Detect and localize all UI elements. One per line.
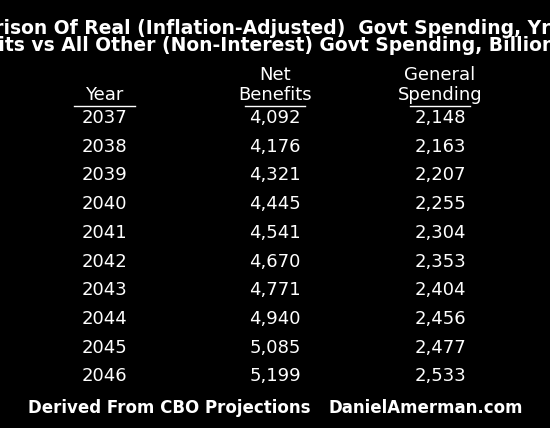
Text: 4,771: 4,771: [249, 281, 301, 299]
Text: General: General: [404, 66, 476, 84]
Text: Benefits vs All Other (Non-Interest) Govt Spending, Billions of $: Benefits vs All Other (Non-Interest) Gov…: [0, 36, 550, 55]
Text: Year: Year: [85, 86, 124, 104]
Text: 2,148: 2,148: [414, 109, 466, 127]
Text: Derived From CBO Projections: Derived From CBO Projections: [28, 399, 310, 417]
Text: 5,085: 5,085: [249, 339, 301, 357]
Text: 4,670: 4,670: [249, 253, 301, 270]
Text: 2,533: 2,533: [414, 367, 466, 385]
Text: 4,176: 4,176: [249, 138, 301, 156]
Text: 2,404: 2,404: [414, 281, 466, 299]
Text: 4,321: 4,321: [249, 166, 301, 184]
Text: 2,163: 2,163: [414, 138, 466, 156]
Text: 4,541: 4,541: [249, 224, 301, 242]
Text: 2,353: 2,353: [414, 253, 466, 270]
Text: 2041: 2041: [82, 224, 127, 242]
Text: 4,940: 4,940: [249, 310, 301, 328]
Text: 2043: 2043: [81, 281, 128, 299]
Text: 2037: 2037: [81, 109, 128, 127]
Text: Spending: Spending: [398, 86, 482, 104]
Text: 2038: 2038: [82, 138, 127, 156]
Text: Benefits: Benefits: [238, 86, 312, 104]
Text: 2,304: 2,304: [414, 224, 466, 242]
Text: 2042: 2042: [81, 253, 128, 270]
Text: Net: Net: [259, 66, 291, 84]
Text: 2039: 2039: [81, 166, 128, 184]
Text: 4,092: 4,092: [249, 109, 301, 127]
Text: 2045: 2045: [81, 339, 128, 357]
Text: 2046: 2046: [82, 367, 127, 385]
Text: 2,456: 2,456: [414, 310, 466, 328]
Text: 2040: 2040: [82, 195, 127, 213]
Text: 5,199: 5,199: [249, 367, 301, 385]
Text: Comparison Of Real (Inflation-Adjusted)  Govt Spending, Yrs 21-30: Comparison Of Real (Inflation-Adjusted) …: [0, 19, 550, 38]
Text: 2,477: 2,477: [414, 339, 466, 357]
Text: 2,255: 2,255: [414, 195, 466, 213]
Text: DanielAmerman.com: DanielAmerman.com: [328, 399, 522, 417]
Text: 2044: 2044: [81, 310, 128, 328]
Text: 2,207: 2,207: [414, 166, 466, 184]
Text: 4,445: 4,445: [249, 195, 301, 213]
